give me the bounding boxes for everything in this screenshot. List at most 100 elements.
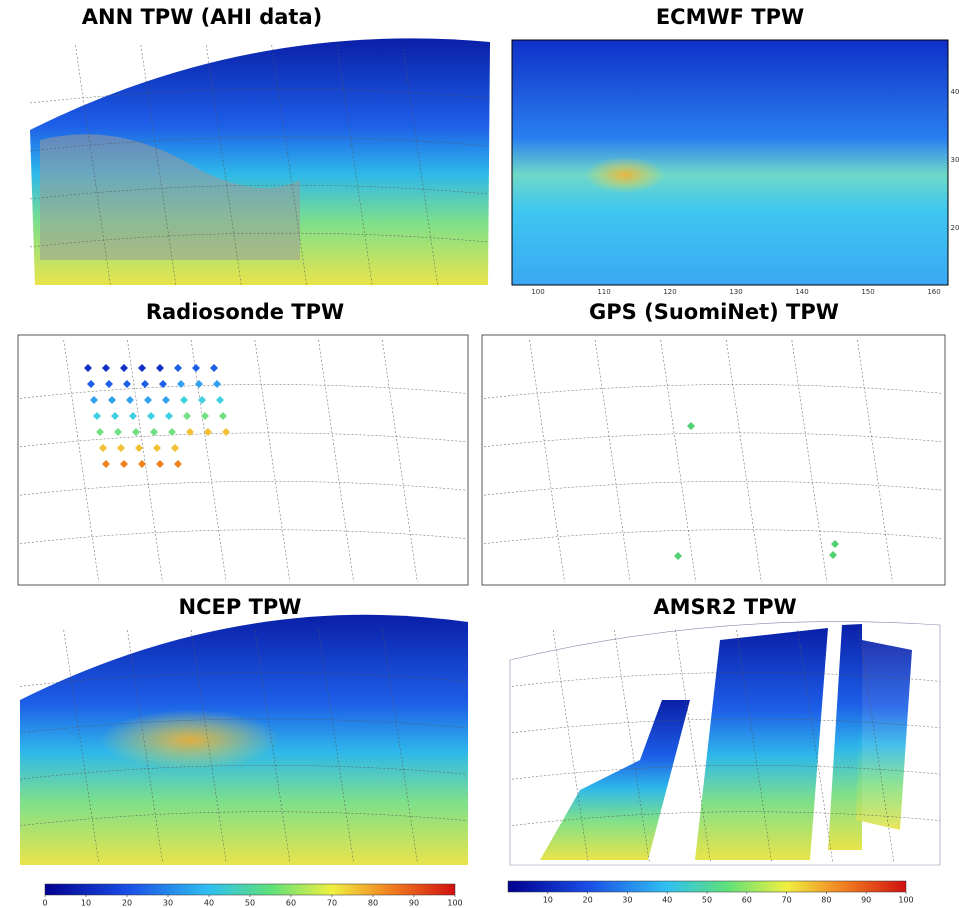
- station: [135, 444, 143, 452]
- parallel: [19, 811, 467, 826]
- meridian: [127, 339, 163, 583]
- station: [204, 428, 212, 436]
- colorbar-tick-label: 70: [327, 899, 337, 908]
- meridian: [858, 629, 895, 863]
- meridian: [382, 629, 418, 863]
- station: [210, 364, 218, 372]
- meridian: [797, 629, 833, 863]
- station: [90, 396, 98, 404]
- parallel: [19, 672, 467, 687]
- station: [126, 396, 134, 404]
- meridian: [190, 339, 227, 583]
- colorbar-tick-label: 10: [543, 896, 553, 905]
- station: [192, 364, 200, 372]
- colorbar-tick-label: 60: [742, 896, 752, 905]
- meridian: [336, 44, 373, 286]
- parallel: [19, 432, 467, 448]
- station: [162, 396, 170, 404]
- station: [144, 396, 152, 404]
- station: [156, 364, 164, 372]
- colorbar: [44, 883, 456, 896]
- meridian: [736, 629, 772, 863]
- map-feature: [585, 157, 665, 193]
- station: [120, 460, 128, 468]
- station: [138, 460, 146, 468]
- meridian: [552, 629, 589, 863]
- parallel: [483, 384, 944, 399]
- colorbar-tick-label: 80: [821, 896, 831, 905]
- station: [222, 428, 230, 436]
- station: [105, 380, 113, 388]
- meridian: [529, 339, 565, 583]
- station: [93, 412, 101, 420]
- swath: [695, 628, 828, 860]
- parallel: [29, 88, 489, 104]
- station: [102, 460, 110, 468]
- map-x-label: 140: [795, 288, 808, 296]
- colorbar-tick-label: 60: [286, 899, 296, 908]
- meridian: [63, 339, 99, 583]
- panel-title: NCEP TPW: [179, 595, 302, 619]
- station: [114, 428, 122, 436]
- meridian: [614, 629, 650, 863]
- station: [150, 428, 158, 436]
- station: [141, 380, 149, 388]
- colorbar-tick-label: 100: [898, 896, 913, 905]
- station: [183, 412, 191, 420]
- map-x-label: 110: [597, 288, 610, 296]
- parallel: [19, 765, 467, 780]
- meridian: [675, 629, 711, 863]
- colorbar-tick-label: 40: [204, 899, 214, 908]
- station: [138, 364, 146, 372]
- meridian: [660, 339, 696, 583]
- parallel: [483, 432, 944, 448]
- station: [111, 412, 119, 420]
- station: [174, 460, 182, 468]
- meridian: [127, 629, 163, 863]
- meridian: [206, 44, 242, 286]
- meridian: [190, 629, 227, 863]
- meridian: [857, 339, 893, 583]
- map-x-label: 130: [729, 288, 742, 296]
- map-frame: [481, 334, 946, 586]
- colorbar-tick-label: 70: [782, 896, 792, 905]
- meridian: [318, 339, 354, 583]
- station: [117, 444, 125, 452]
- swath: [540, 700, 690, 860]
- cloud-mask: [40, 134, 300, 260]
- station: [123, 380, 131, 388]
- panel-title: ANN TPW (AHI data): [82, 5, 322, 29]
- map-y-label: 30: [951, 156, 959, 164]
- station: [156, 460, 164, 468]
- map-y-label: 40: [951, 88, 959, 96]
- parallel: [19, 718, 467, 734]
- meridian: [791, 339, 828, 583]
- colorbar-tick-label: 30: [163, 899, 173, 908]
- map-x-label: 160: [927, 288, 940, 296]
- parallel: [29, 232, 489, 248]
- colorbar-tick-label: 90: [861, 896, 871, 905]
- station: [108, 396, 116, 404]
- meridian: [594, 339, 631, 583]
- colorbar-tick-label: 30: [622, 896, 632, 905]
- meridian: [402, 44, 438, 286]
- meridian: [726, 339, 762, 583]
- parallel: [29, 184, 489, 200]
- map-x-label: 120: [663, 288, 676, 296]
- station: [129, 412, 137, 420]
- meridian: [254, 629, 291, 863]
- station: [829, 551, 837, 559]
- station: [84, 364, 92, 372]
- meridian: [140, 44, 177, 286]
- meridian: [382, 339, 418, 583]
- colorbar-tick-label: 0: [42, 899, 47, 908]
- station: [153, 444, 161, 452]
- colorbar-tick-label: 20: [122, 899, 132, 908]
- meridian: [75, 44, 111, 286]
- station: [174, 364, 182, 372]
- meridian: [318, 629, 354, 863]
- colorbar-tick-label: 40: [662, 896, 672, 905]
- station: [198, 396, 206, 404]
- meridian: [63, 629, 99, 863]
